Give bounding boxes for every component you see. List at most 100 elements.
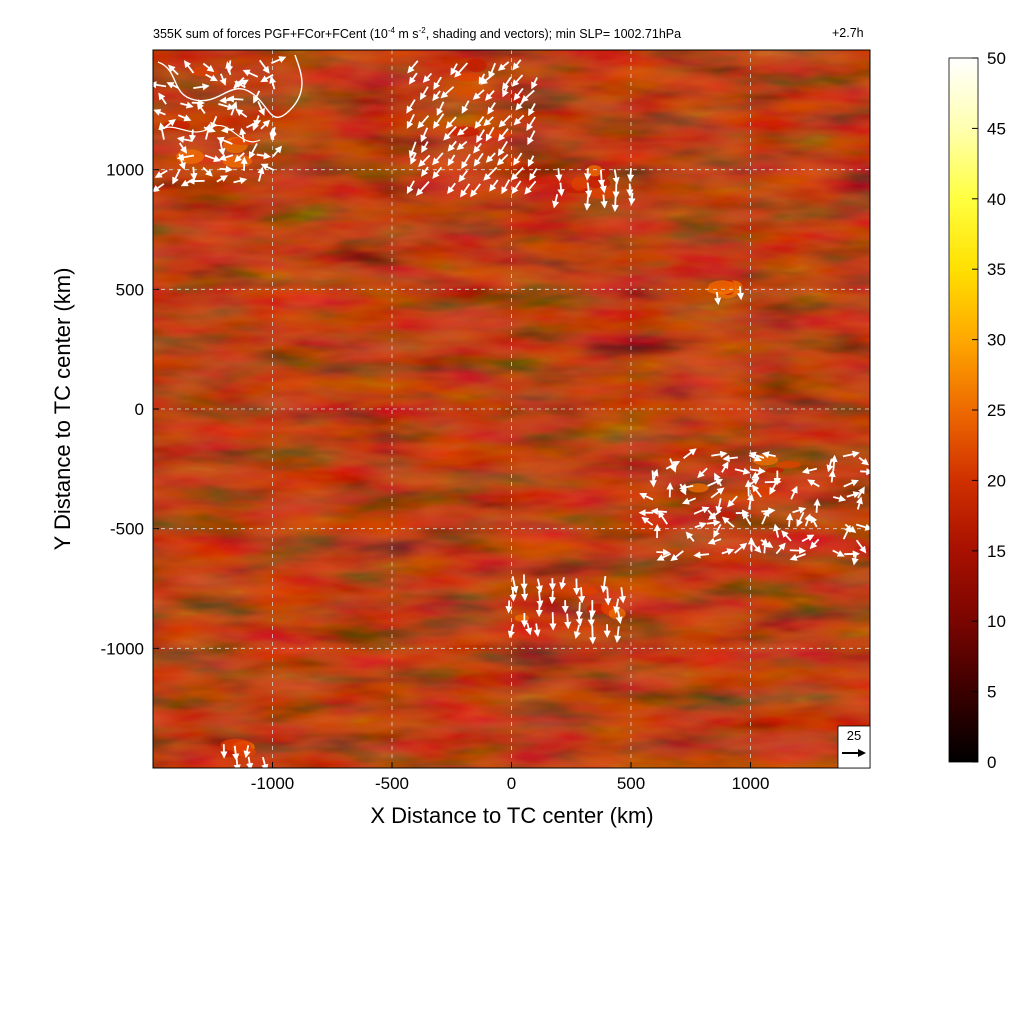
force-vector-arrow-icon (527, 155, 535, 168)
force-vector-arrow-icon (612, 169, 620, 185)
force-vector-arrow-icon (749, 467, 766, 475)
force-vector-arrow-icon (258, 59, 270, 74)
force-vector-arrow-icon (536, 590, 544, 608)
y-axis: -1000 -500 0 500 1000 (101, 161, 159, 658)
force-vector-arrow-icon (832, 549, 845, 557)
force-vector-arrow-icon (641, 516, 654, 526)
force-vector-arrow-icon (485, 126, 495, 142)
force-vector-arrow-icon (158, 92, 167, 105)
force-vector-arrow-icon (474, 116, 485, 129)
force-vector-arrow-icon (842, 450, 860, 458)
force-vector-arrow-icon (239, 127, 247, 143)
force-vector-arrow-icon (713, 523, 722, 538)
force-vector-arrow-icon (436, 101, 445, 116)
force-vector-arrow-icon (857, 486, 865, 499)
force-vector-arrow-icon (775, 542, 786, 555)
hotspot (687, 483, 709, 493)
force-vector-arrow-icon (233, 177, 248, 185)
force-vector-arrow-icon (498, 114, 511, 128)
force-vector-arrow-icon (713, 291, 722, 306)
force-vector-arrow-icon (225, 60, 234, 74)
force-vector-arrow-icon (216, 175, 228, 183)
force-vector-arrow-icon (235, 108, 248, 118)
force-vector-arrow-icon (710, 487, 725, 499)
force-vector-arrow-icon (511, 180, 522, 195)
force-vector-arrow-icon (521, 586, 529, 602)
force-vector-arrow-icon (226, 95, 244, 103)
force-vector-arrow-icon (440, 86, 455, 99)
force-vector-arrow-icon (458, 169, 468, 183)
hotspot (571, 176, 588, 191)
force-vector-arrow-icon (513, 114, 525, 126)
force-vector-arrow-icon (233, 757, 241, 768)
force-vector-arrow-icon (501, 179, 511, 195)
force-vector-arrow-icon (628, 192, 636, 206)
force-vector-arrow-icon (792, 506, 807, 514)
force-vector-arrow-icon (188, 129, 197, 143)
force-vector-arrow-icon (242, 69, 259, 78)
y-tick-label: -1000 (101, 639, 144, 658)
force-vector-arrow-icon (497, 140, 508, 157)
time-label: +2.7h (832, 26, 864, 40)
hotspot (220, 738, 252, 751)
force-vector-arrow-icon (202, 166, 213, 177)
hotspot (578, 586, 598, 595)
force-vector-arrow-icon (489, 179, 499, 192)
force-vector-arrow-icon (408, 72, 418, 85)
force-vector-arrow-icon (443, 126, 457, 141)
force-vector-arrow-icon (670, 550, 684, 562)
force-vector-arrow-icon (511, 576, 519, 594)
force-vector-arrow-icon (520, 89, 535, 103)
force-vector-arrow-icon (487, 102, 496, 115)
force-vector-arrow-icon (272, 145, 283, 157)
force-vector-arrow-icon (600, 576, 608, 594)
force-vector-arrow-icon (460, 183, 471, 198)
force-vector-arrow-icon (529, 168, 538, 181)
force-vector-arrow-icon (533, 623, 541, 638)
force-vector-arrow-icon (796, 511, 805, 528)
hotspot (587, 176, 611, 190)
force-vector-arrow-icon (218, 103, 235, 111)
force-vector-arrow-icon (472, 89, 485, 100)
colorbar-tick-label: 5 (987, 683, 996, 702)
force-vector-arrow-icon (773, 523, 781, 538)
force-vector-arrow-icon (751, 484, 762, 498)
force-vector-arrow-icon (260, 74, 274, 83)
colorbar-tick-label: 25 (987, 401, 1006, 420)
force-vector-arrow-icon (813, 498, 821, 513)
force-vector-arrow-icon (693, 506, 710, 515)
force-vector-arrow-icon (600, 194, 608, 209)
hotspot (708, 280, 737, 295)
force-vector-arrow-icon (826, 458, 834, 473)
force-vector-arrow-icon (855, 496, 863, 510)
force-vector-arrow-icon (485, 152, 496, 163)
force-vector-arrow-icon (176, 153, 195, 161)
force-vector-arrow-icon (418, 154, 431, 168)
colorbar-tick-label: 35 (987, 260, 1006, 279)
force-vector-arrow-icon (484, 89, 495, 101)
force-vector-arrow-icon (447, 140, 457, 152)
force-vector-arrow-icon (260, 119, 271, 130)
force-vector-arrow-icon (656, 552, 672, 561)
force-vector-arrow-icon (454, 62, 469, 78)
force-vector-arrow-icon (721, 516, 735, 528)
force-vector-arrow-icon (785, 512, 794, 527)
force-vector-arrow-icon (488, 62, 497, 79)
force-vector-arrow-icon (219, 165, 233, 173)
force-vector-arrow-icon (559, 577, 567, 590)
force-vector-arrow-icon (584, 168, 592, 181)
force-vector-arrow-icon (269, 126, 277, 141)
y-tick-label: 1000 (106, 161, 144, 180)
force-vector-arrow-icon (210, 115, 218, 130)
force-vector-arrow-icon (450, 63, 458, 76)
force-vector-arrow-icon (510, 166, 524, 181)
force-vector-arrow-icon (220, 126, 235, 134)
force-vector-arrow-icon (234, 152, 245, 163)
hotspot (765, 467, 785, 474)
heatmap-field (153, 50, 870, 768)
force-vector-arrow-icon (432, 166, 443, 179)
colorbar-tick-label: 40 (987, 190, 1006, 209)
force-vector-arrow-icon (190, 166, 198, 181)
force-vector-arrow-icon (761, 451, 776, 459)
force-vector-arrow-icon (524, 180, 537, 195)
